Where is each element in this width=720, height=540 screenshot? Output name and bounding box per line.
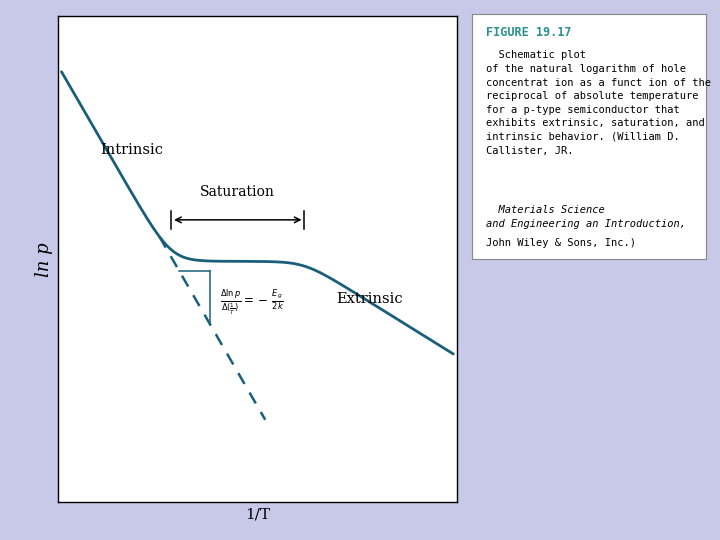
Text: Extrinsic: Extrinsic bbox=[336, 292, 402, 306]
X-axis label: 1/T: 1/T bbox=[245, 508, 270, 522]
Text: Intrinsic: Intrinsic bbox=[101, 144, 163, 158]
Text: FIGURE 19.17: FIGURE 19.17 bbox=[486, 26, 571, 39]
Text: John Wiley & Sons, Inc.): John Wiley & Sons, Inc.) bbox=[486, 238, 636, 248]
Text: $\frac{\Delta \ln p}{\Delta(\frac{1}{T})}$$ = -\,\frac{E_g}{2k}$: $\frac{\Delta \ln p}{\Delta(\frac{1}{T})… bbox=[220, 288, 284, 318]
Y-axis label: ln p: ln p bbox=[35, 242, 53, 276]
Text: Schematic plot
of the natural logarithm of hole
concentrat ion as a funct ion of: Schematic plot of the natural logarithm … bbox=[486, 50, 711, 156]
Text: Saturation: Saturation bbox=[200, 185, 275, 199]
Text: Materials Science
and Engineering an Introduction,: Materials Science and Engineering an Int… bbox=[486, 205, 685, 242]
